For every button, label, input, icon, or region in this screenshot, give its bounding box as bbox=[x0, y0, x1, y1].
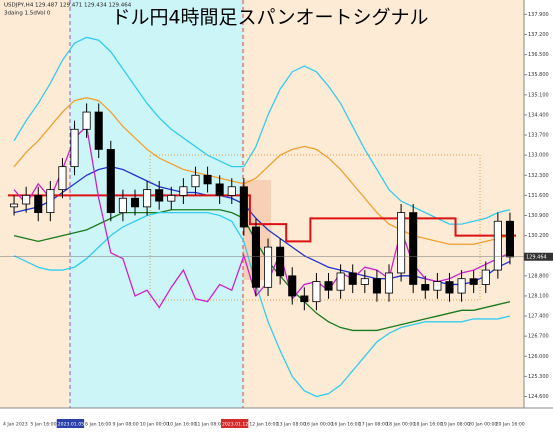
candle-body bbox=[179, 186, 188, 196]
candle-body bbox=[433, 281, 442, 291]
candle-body bbox=[469, 278, 478, 285]
candle-body bbox=[227, 186, 236, 196]
candle-body bbox=[348, 272, 357, 285]
candle-body bbox=[312, 281, 321, 303]
y-tick-label: 130.900 bbox=[528, 213, 549, 219]
x-tick-label: 2023.01.05 16:00 bbox=[58, 422, 99, 428]
y-tick-label: 128.800 bbox=[528, 273, 549, 279]
y-tick-label: 127.400 bbox=[528, 314, 549, 320]
y-tick-label: 135.100 bbox=[528, 92, 549, 98]
candle-body bbox=[445, 281, 454, 294]
x-tick-label: 5 Jan 16:00 bbox=[30, 422, 56, 428]
x-tick-label: 13 Jan 08:00 bbox=[277, 422, 306, 428]
y-tick-label: 136.500 bbox=[528, 52, 549, 58]
candle-body bbox=[70, 128, 79, 168]
candle-body bbox=[34, 194, 43, 214]
x-tick-label: 2023.01.12 00:00 bbox=[222, 422, 263, 428]
candle-body bbox=[397, 212, 406, 274]
x-tick-label: 12 Jan 16:00 bbox=[249, 422, 278, 428]
candle-body bbox=[421, 284, 430, 291]
x-tick-label: 18 Jan 16:00 bbox=[414, 422, 443, 428]
info-line: 3daing 1.5dVol 0 bbox=[4, 11, 51, 17]
y-tick-label: 126.700 bbox=[528, 334, 549, 340]
x-tick-label: 4 Jan 2023 bbox=[3, 422, 28, 428]
candle-body bbox=[324, 281, 333, 291]
candle-body bbox=[360, 278, 369, 285]
candle-body bbox=[372, 278, 381, 294]
y-tick-label: 137.200 bbox=[528, 32, 549, 38]
y-tick-label: 135.800 bbox=[528, 72, 549, 78]
price-tag: 129.464 bbox=[526, 254, 547, 260]
y-tick-label: 126.000 bbox=[528, 354, 549, 360]
candle-body bbox=[143, 189, 152, 208]
x-tick-label: 19 Jan 08:00 bbox=[441, 422, 470, 428]
y-tick-label: 124.600 bbox=[528, 394, 549, 400]
x-label-highlight bbox=[220, 419, 249, 428]
x-tick-label: 17 Jan 08:00 bbox=[359, 422, 388, 428]
candle-body bbox=[239, 186, 248, 228]
price-tag-bg bbox=[524, 252, 553, 261]
candle-body bbox=[409, 212, 418, 285]
candle-body bbox=[493, 220, 502, 271]
x-tick-label: 10 Jan 00:00 bbox=[140, 422, 169, 428]
indicator-line bbox=[13, 209, 511, 332]
candle-body bbox=[215, 183, 224, 196]
x-tick-label: 18 Jan 00:00 bbox=[386, 422, 415, 428]
indicator-line bbox=[13, 36, 511, 225]
indicator-line bbox=[13, 211, 511, 398]
candle-body bbox=[118, 197, 127, 214]
x-tick-label: 20 Jan 16:00 bbox=[496, 422, 525, 428]
x-label-highlight bbox=[56, 419, 85, 428]
y-tick-label: 132.300 bbox=[528, 173, 549, 179]
candle-body bbox=[94, 111, 103, 150]
candle-body bbox=[155, 189, 164, 202]
y-tick-label: 130.200 bbox=[528, 233, 549, 239]
candle-body bbox=[384, 272, 394, 294]
candle-body bbox=[191, 174, 200, 188]
candle-body bbox=[505, 220, 514, 258]
x-tick-label: 10 Jan 16:00 bbox=[167, 422, 196, 428]
candle-body bbox=[300, 295, 309, 303]
x-tick-label: 16 Jan 16:00 bbox=[331, 422, 360, 428]
y-tick-label: 131.600 bbox=[528, 193, 549, 199]
y-tick-label: 134.400 bbox=[528, 112, 549, 118]
candle-body bbox=[288, 275, 297, 297]
indicator-line bbox=[13, 125, 511, 309]
x-tick-label: 9 Jan 08:00 bbox=[112, 422, 138, 428]
x-tick-label: 6 Jan 16:00 bbox=[85, 422, 111, 428]
candle-body bbox=[167, 194, 176, 202]
candle-body bbox=[58, 166, 67, 191]
info-line: USDJPY,H4 129.487 129.471 129.434 129.46… bbox=[4, 3, 132, 9]
candle-body bbox=[130, 197, 140, 208]
y-tick-label: 137.900 bbox=[528, 12, 549, 18]
chart-title: ドル円4時間足スパンオートシグナル bbox=[111, 7, 428, 29]
candle-body bbox=[336, 272, 345, 291]
candle-body bbox=[82, 111, 91, 130]
x-tick-label: 16 Jan 00:00 bbox=[304, 422, 333, 428]
candle-body bbox=[10, 203, 19, 208]
y-tick-label: 133.700 bbox=[528, 133, 549, 139]
candle-body bbox=[203, 174, 212, 185]
x-tick-label: 11 Jan 08:00 bbox=[195, 422, 224, 428]
y-tick-label: 128.100 bbox=[528, 293, 549, 299]
candle-body bbox=[22, 194, 31, 205]
x-tick-label: 20 Jan 00:00 bbox=[468, 422, 497, 428]
range-shade bbox=[70, 0, 243, 408]
candle-body bbox=[251, 226, 260, 288]
indicator-line bbox=[8, 194, 516, 243]
candle-body bbox=[106, 149, 115, 214]
candle-body bbox=[481, 269, 490, 285]
indicator-line bbox=[13, 97, 511, 245]
candle-body bbox=[264, 246, 273, 288]
candle-body bbox=[457, 278, 466, 294]
y-tick-label: 133.000 bbox=[528, 153, 549, 159]
candle-body bbox=[276, 246, 285, 277]
candle-body bbox=[46, 189, 55, 214]
y-tick-label: 125.300 bbox=[528, 374, 549, 380]
